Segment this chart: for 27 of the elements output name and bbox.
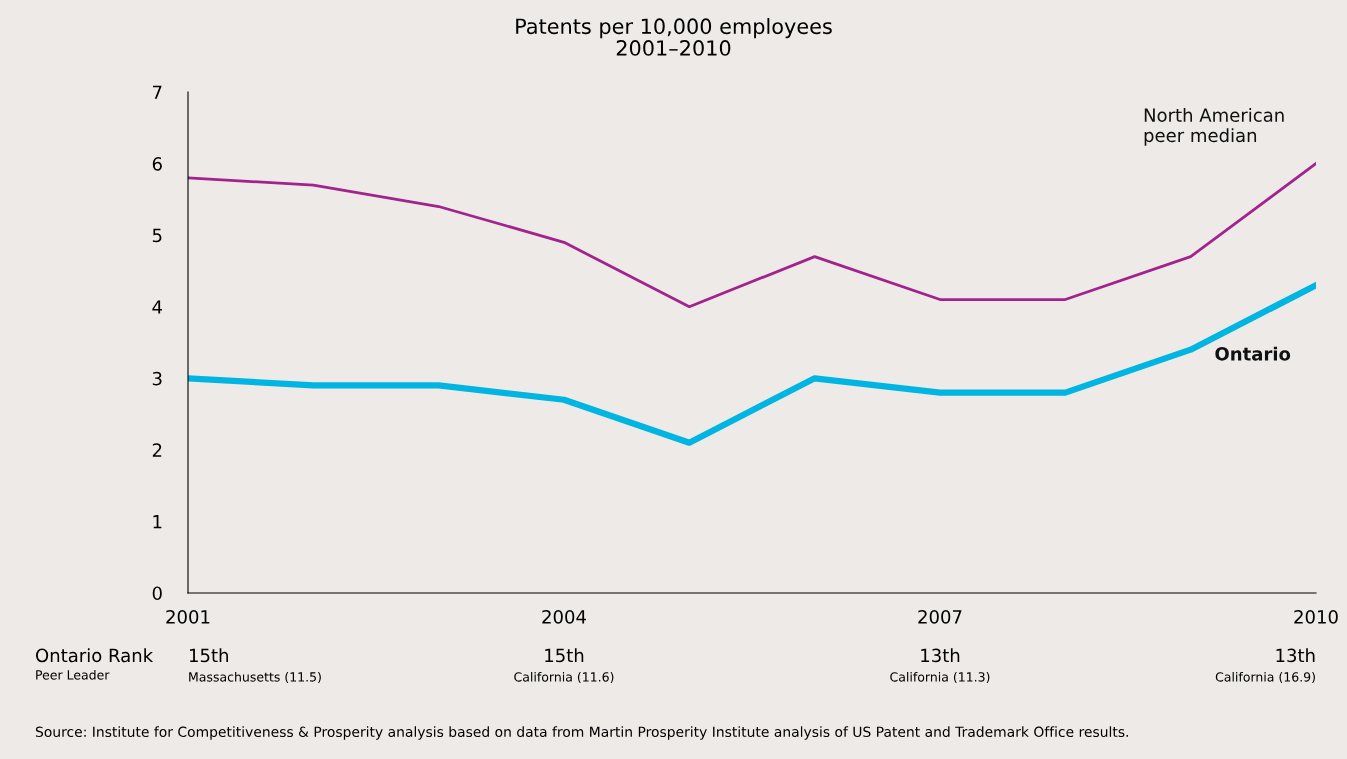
y-tick-label: 3 [152,371,162,386]
line-series [188,162,1316,309]
text: Massachusetts (11.5) [189,671,321,684]
y-tick-label: 1 [153,515,162,529]
text: 15th [189,648,228,663]
chart-title: Patents per 10,000 employees 2001–2010 [516,18,832,56]
y-tick-label: 6 [152,157,162,171]
text: 13th [921,648,960,663]
y-tick-label: 7 [152,85,162,99]
text: California (11.6) [514,671,614,684]
series-label: North American peer median [1144,107,1284,146]
text: 15th [545,648,584,663]
y-tick-label: 4 [152,300,162,314]
source-note: Source: Institute for Competitiveness & Prosperity analysis based on data from Martin Prosperity Institute analysis of US Patent and Trademark Office results. [35,726,1128,740]
text: California (16.9) [1215,671,1315,684]
series-label: Ontario [1215,346,1291,361]
y-tick-label: 2 [152,443,162,457]
text: 13th [1276,648,1315,663]
text: Ontario Rank [36,648,154,663]
text: Peer Leader [36,669,110,680]
text: California (11.3) [890,671,990,684]
y-tick-label: 0 [152,586,162,601]
y-tick-label: 5 [152,228,162,243]
x-tick-label: 2001 [166,609,210,624]
x-tick-label: 2004 [542,609,586,624]
x-tick-label: 2007 [918,609,962,624]
x-tick-label: 2010 [1294,609,1338,624]
